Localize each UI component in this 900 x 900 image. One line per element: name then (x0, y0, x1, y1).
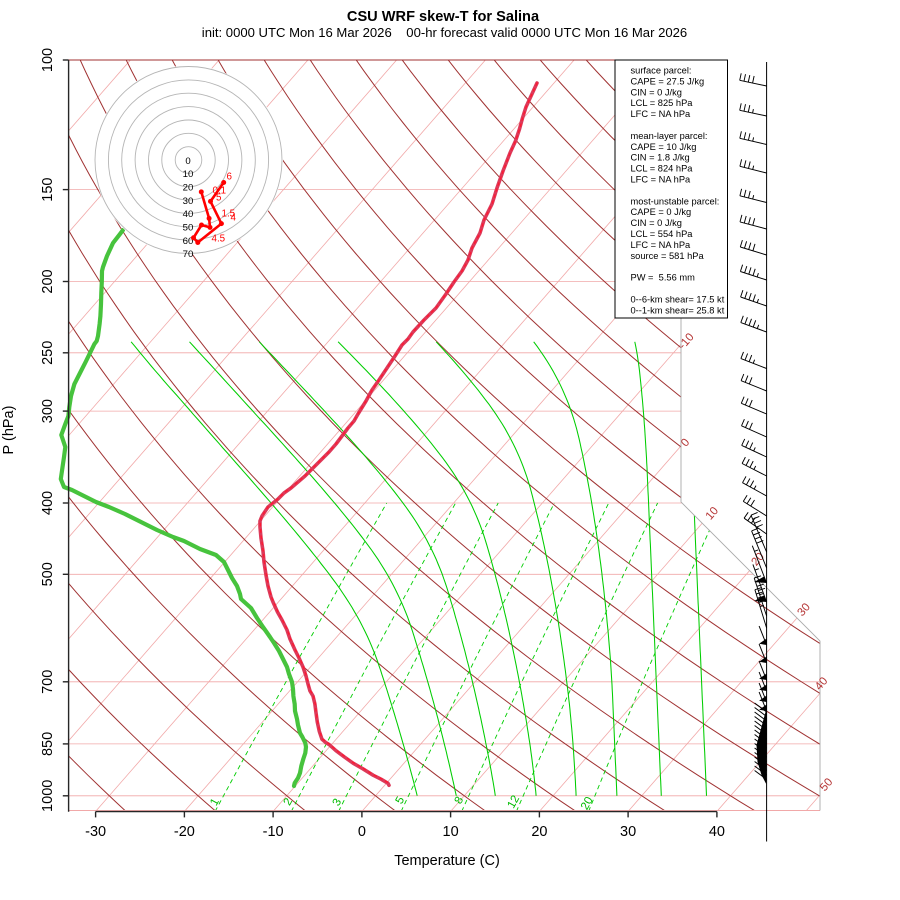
svg-text:30: 30 (620, 824, 636, 840)
svg-text:8: 8 (453, 795, 467, 806)
svg-text:40: 40 (709, 824, 725, 840)
svg-text:-20: -20 (174, 824, 195, 840)
svg-text:most-unstable parcel:: most-unstable parcel: (631, 196, 720, 206)
svg-text:LCL = 824 hPa: LCL = 824 hPa (631, 164, 694, 174)
svg-text:100: 100 (40, 48, 56, 72)
svg-text:CSU WRF skew-T for Salina: CSU WRF skew-T for Salina (347, 9, 540, 25)
svg-text:50: 50 (183, 223, 194, 234)
svg-text:1: 1 (208, 797, 222, 808)
svg-text:4: 4 (231, 213, 237, 224)
svg-text:source = 581 hPa: source = 581 hPa (631, 251, 705, 261)
svg-text:LFC = NA hPa: LFC = NA hPa (631, 240, 692, 250)
svg-text:0: 0 (185, 156, 190, 167)
svg-text:300: 300 (40, 399, 56, 423)
svg-text:250: 250 (40, 341, 56, 365)
svg-text:CIN = 0 J/kg: CIN = 0 J/kg (631, 87, 682, 97)
svg-text:LCL = 825 hPa: LCL = 825 hPa (631, 98, 694, 108)
svg-text:mean-layer parcel:: mean-layer parcel: (631, 131, 708, 141)
svg-text:PW = 5.56 mm: PW = 5.56 mm (631, 273, 696, 283)
svg-text:500: 500 (40, 562, 56, 586)
svg-text:LCL = 554 hPa: LCL = 554 hPa (631, 229, 694, 239)
svg-text:10: 10 (183, 169, 194, 180)
svg-text:12: 12 (506, 794, 523, 811)
svg-text:200: 200 (40, 269, 56, 293)
svg-text:CAPE = 27.5 J/kg: CAPE = 27.5 J/kg (631, 76, 705, 86)
svg-text:30: 30 (183, 196, 194, 207)
svg-text:5: 5 (216, 193, 222, 204)
svg-text:CIN = 0 J/kg: CIN = 0 J/kg (631, 218, 682, 228)
svg-text:CAPE = 0 J/kg: CAPE = 0 J/kg (631, 207, 692, 217)
svg-text:CIN = 1.8 J/kg: CIN = 1.8 J/kg (631, 153, 690, 163)
svg-text:20: 20 (579, 795, 596, 812)
svg-text:150: 150 (40, 177, 56, 201)
svg-text:LFC = NA hPa: LFC = NA hPa (631, 175, 692, 185)
svg-text:-30: -30 (85, 824, 106, 840)
svg-text:-10: -10 (263, 824, 284, 840)
svg-text:10: 10 (443, 824, 459, 840)
svg-text:20: 20 (531, 824, 547, 840)
svg-text:3: 3 (331, 797, 345, 808)
svg-text:400: 400 (40, 491, 56, 515)
svg-text:P (hPa): P (hPa) (1, 406, 17, 455)
svg-text:2: 2 (282, 796, 296, 807)
svg-text:Temperature (C): Temperature (C) (394, 853, 500, 869)
svg-text:4.5: 4.5 (212, 234, 226, 245)
svg-text:0--1-km shear= 25.8 kt: 0--1-km shear= 25.8 kt (631, 305, 725, 315)
svg-text:CAPE = 10 J/kg: CAPE = 10 J/kg (631, 142, 697, 152)
svg-text:LFC = NA hPa: LFC = NA hPa (631, 109, 692, 119)
svg-text:0: 0 (358, 824, 366, 840)
svg-text:0--6-km shear= 17.5 kt: 0--6-km shear= 17.5 kt (631, 294, 725, 304)
svg-text:1.5: 1.5 (222, 209, 236, 220)
svg-text:700: 700 (40, 670, 56, 694)
svg-text:0.1: 0.1 (213, 186, 227, 197)
svg-text:850: 850 (40, 732, 56, 756)
svg-text:20: 20 (183, 183, 194, 194)
svg-text:6: 6 (227, 172, 233, 183)
svg-text:60: 60 (183, 236, 194, 247)
svg-text:init: 0000 UTC Mon 16 Mar 2026: init: 0000 UTC Mon 16 Mar 2026 00-hr for… (202, 25, 687, 40)
svg-text:70: 70 (183, 249, 194, 260)
svg-text:1000: 1000 (40, 780, 56, 812)
svg-text:40: 40 (183, 209, 194, 220)
svg-text:5: 5 (394, 795, 408, 806)
svg-text:surface parcel:: surface parcel: (631, 66, 692, 76)
